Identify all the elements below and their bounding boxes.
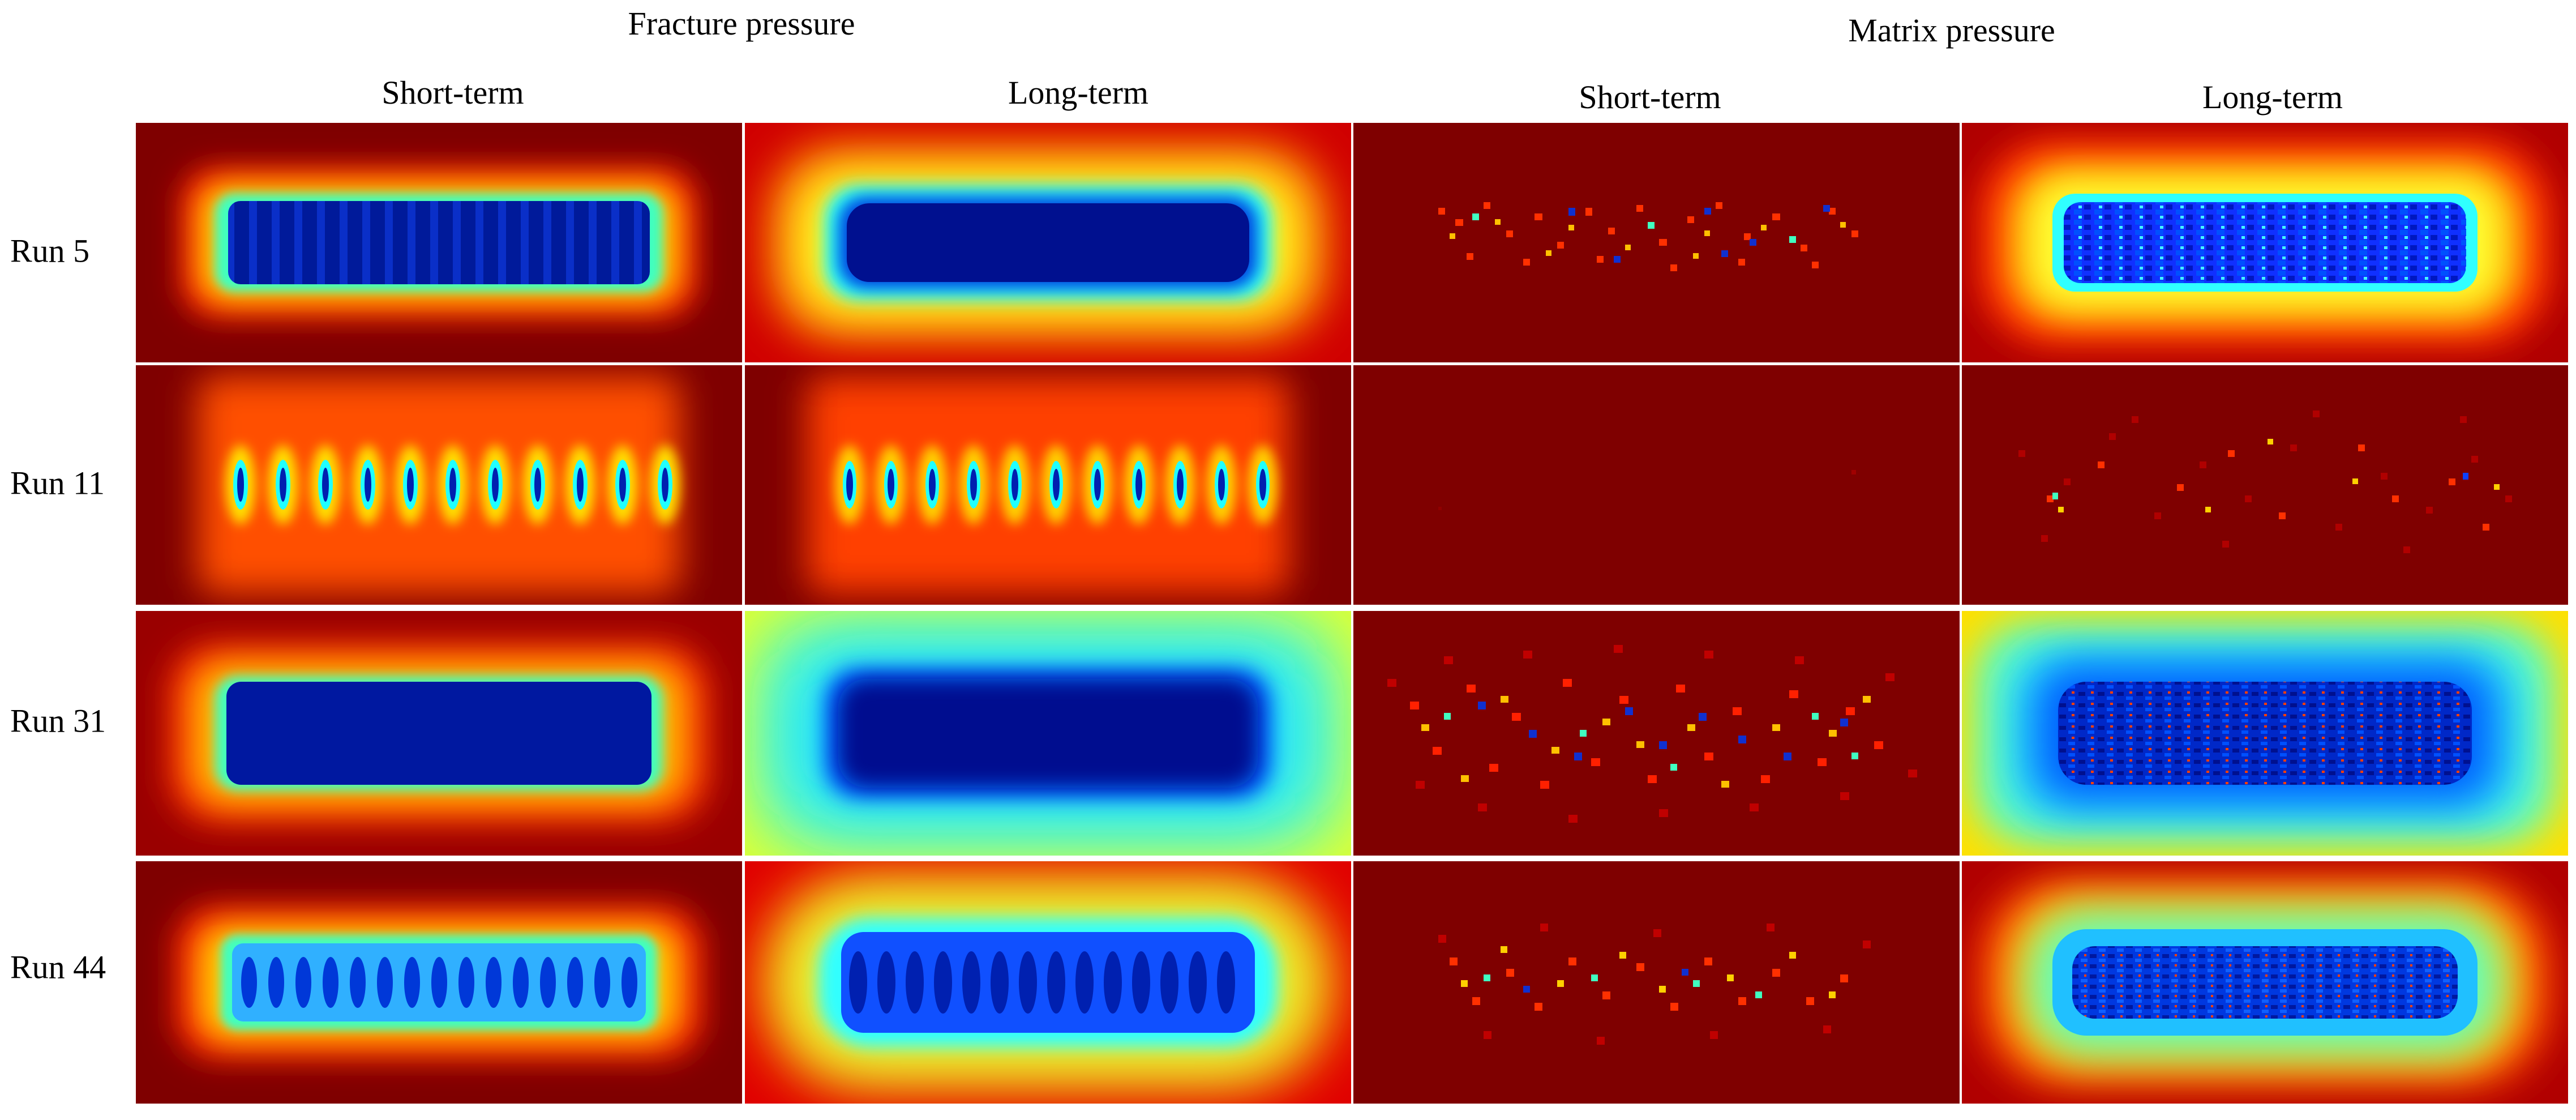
- panel-run44-matrix-short-term: [1353, 861, 1960, 1104]
- fracture-ellipses: [226, 445, 680, 524]
- panel-run44-fracture-short-term: [136, 861, 742, 1104]
- column-title-matrix-short-term: Short-term: [1579, 79, 1721, 116]
- panel-run31-matrix-long-term: [1962, 611, 2568, 856]
- panel-run31-fracture-short-term: [136, 611, 742, 856]
- matrix-pressure-group-title: Matrix pressure: [1848, 12, 2055, 49]
- row-label-run-11: Run 11: [10, 464, 105, 502]
- fracture-pressure-group-title: Fracture pressure: [628, 5, 855, 42]
- panel-run5-fracture-short-term: [136, 123, 742, 362]
- panel-run11-matrix-short-term: [1353, 365, 1960, 605]
- panel-run44-fracture-long-term: [745, 861, 1351, 1104]
- panel-run11-fracture-short-term: [136, 365, 742, 605]
- panel-run44-matrix-long-term: [1962, 861, 2568, 1104]
- panel-run11-fracture-long-term: [745, 365, 1351, 605]
- panel-run31-fracture-long-term: [745, 611, 1351, 856]
- row-label-run-5: Run 5: [10, 232, 90, 270]
- column-title-fracture-short-term: Short-term: [382, 74, 524, 111]
- column-title-matrix-long-term: Long-term: [2202, 79, 2343, 116]
- panel-run5-fracture-long-term: [745, 123, 1351, 362]
- panel-run31-matrix-short-term: [1353, 611, 1960, 856]
- panel-run11-matrix-long-term: [1962, 365, 2568, 605]
- row-label-run-44: Run 44: [10, 948, 106, 986]
- panel-run5-matrix-long-term: [1962, 123, 2568, 362]
- row-label-run-31: Run 31: [10, 702, 106, 739]
- column-title-fracture-long-term: Long-term: [1008, 74, 1149, 111]
- panel-run5-matrix-short-term: [1353, 123, 1960, 362]
